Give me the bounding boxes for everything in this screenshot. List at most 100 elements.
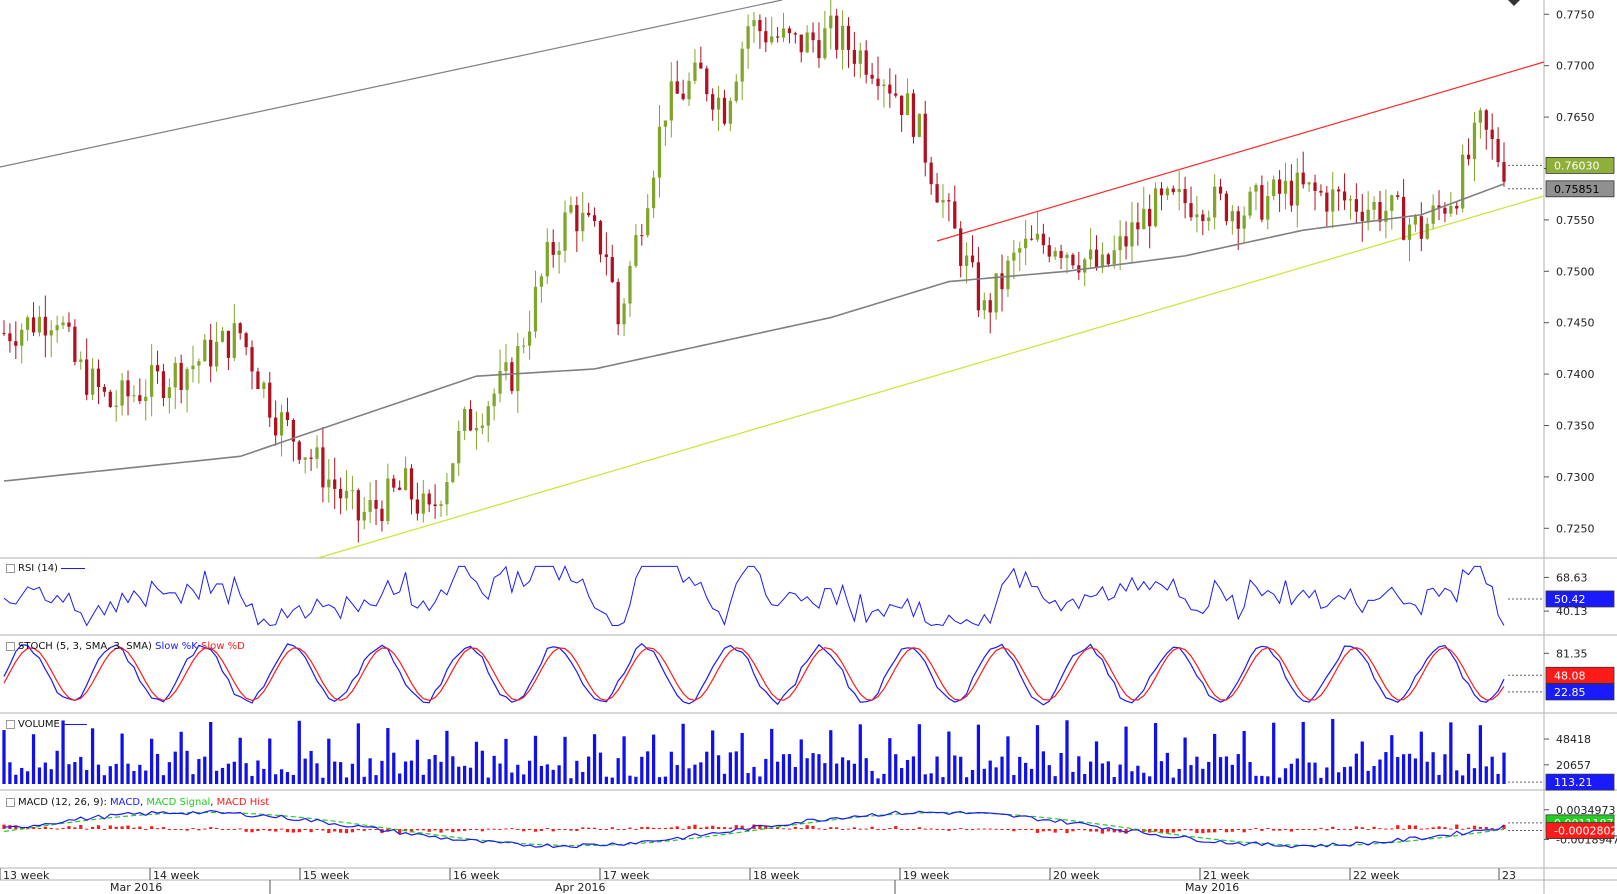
macd-hist-bar [1307,829,1311,830]
ma-value-label: 0.75851 [1554,183,1600,196]
volume-bar [1153,723,1158,784]
candle-body [1142,208,1146,230]
candle-body [799,34,803,53]
candle-body [941,200,945,203]
candle-body [344,490,349,499]
volume-bar [1094,741,1099,784]
candle-body [126,380,130,397]
macd-hist-bar [167,829,171,830]
candle-body [191,365,195,370]
volume-bar [1201,768,1205,784]
volume-bar [1401,754,1406,784]
volume-bar [1124,726,1128,784]
macd-hist-bar [1384,828,1388,830]
volume-bar [657,777,662,784]
volume-bar [31,734,36,784]
macd-hist-bar [799,828,803,830]
volume-bar [835,763,839,784]
volume-bar [291,774,295,784]
candle-body [14,341,18,346]
macd-hist-bar [321,829,325,831]
y-tick-label: 0.7350 [1556,419,1595,432]
volume-bar [67,764,71,784]
macd-hist-bar [1071,829,1075,832]
candle-body [1295,172,1299,206]
moving-average [3,183,1505,482]
macd-hist-bar [976,828,981,830]
candle-body [1236,211,1240,229]
volume-bar [1484,766,1488,784]
candle-body [161,371,166,399]
volume-bar [1136,765,1140,784]
candle-body [315,447,319,459]
candle-body [817,40,821,59]
ma-value-label-bg [1545,180,1615,198]
macd-hist-bar [1207,829,1211,833]
candle-body [362,511,366,521]
macd-hist-bar [1272,829,1276,831]
candle-body [368,500,372,512]
candle-body [864,50,868,75]
candle-body [522,345,526,347]
pane-close-icon[interactable] [6,719,15,729]
candle-body [781,28,786,38]
candle-body [356,490,360,521]
volume-bar [1047,765,1051,784]
candle-body [1490,129,1494,139]
volume-bar [551,769,555,784]
macd-hist-bar [55,828,59,830]
macd-hist-bar [25,828,30,830]
volume-bar [1289,763,1294,784]
candle-body [403,468,408,490]
macd-hist-bar [20,827,24,829]
volume-bar [1277,777,1282,784]
volume-bar [575,760,579,784]
volume-bar [1354,753,1358,784]
volume-bar [510,772,514,784]
volume-bar [929,773,933,784]
volume-bar [539,765,544,784]
candle-body [214,341,219,367]
macd-hist-bar [1431,827,1435,829]
rsi-label: RSI (14) [18,563,58,574]
candle-body [220,330,225,342]
volume-bar [1490,756,1494,784]
volume-bar [687,768,691,784]
volume-bar [1106,761,1110,784]
volume-bar [1307,762,1311,784]
volume-bar [468,767,473,784]
macd-hist-bar [144,829,148,830]
volume-bar [1195,756,1199,784]
volume-bar [1177,768,1181,784]
macd-hist-bar [214,827,219,829]
candle-body [1425,223,1429,239]
candle-body [1431,205,1435,224]
macd-signal-label: MACD Signal [146,797,211,808]
candle-body [988,300,992,313]
pane-close-icon[interactable] [6,797,15,807]
volume-bar [1266,776,1270,784]
candle-body [758,20,762,32]
candle-body [1018,248,1022,253]
macd-hist-bar [1449,828,1453,830]
candle-body [699,62,703,69]
macd-hist-bar [403,829,408,831]
candle-body [49,330,53,336]
pane-close-icon[interactable] [6,563,15,573]
scroll-marker-icon[interactable] [1508,0,1520,6]
macd-hist-bar [1348,829,1353,831]
macd-hist-bar [1183,829,1187,830]
volume-bar [226,763,231,784]
macd-hist-bar [327,829,331,834]
stoch-k-label: Slow %K [155,641,198,652]
volume-bar [20,767,24,784]
volume-bar [144,770,148,784]
candle-body [1047,245,1051,257]
candle-body [25,317,30,330]
macd-hist-bar [1366,829,1370,830]
volume-bar [126,763,130,784]
volume-bar [669,751,673,784]
pane-close-icon[interactable] [6,641,15,651]
candle-body [675,81,679,94]
